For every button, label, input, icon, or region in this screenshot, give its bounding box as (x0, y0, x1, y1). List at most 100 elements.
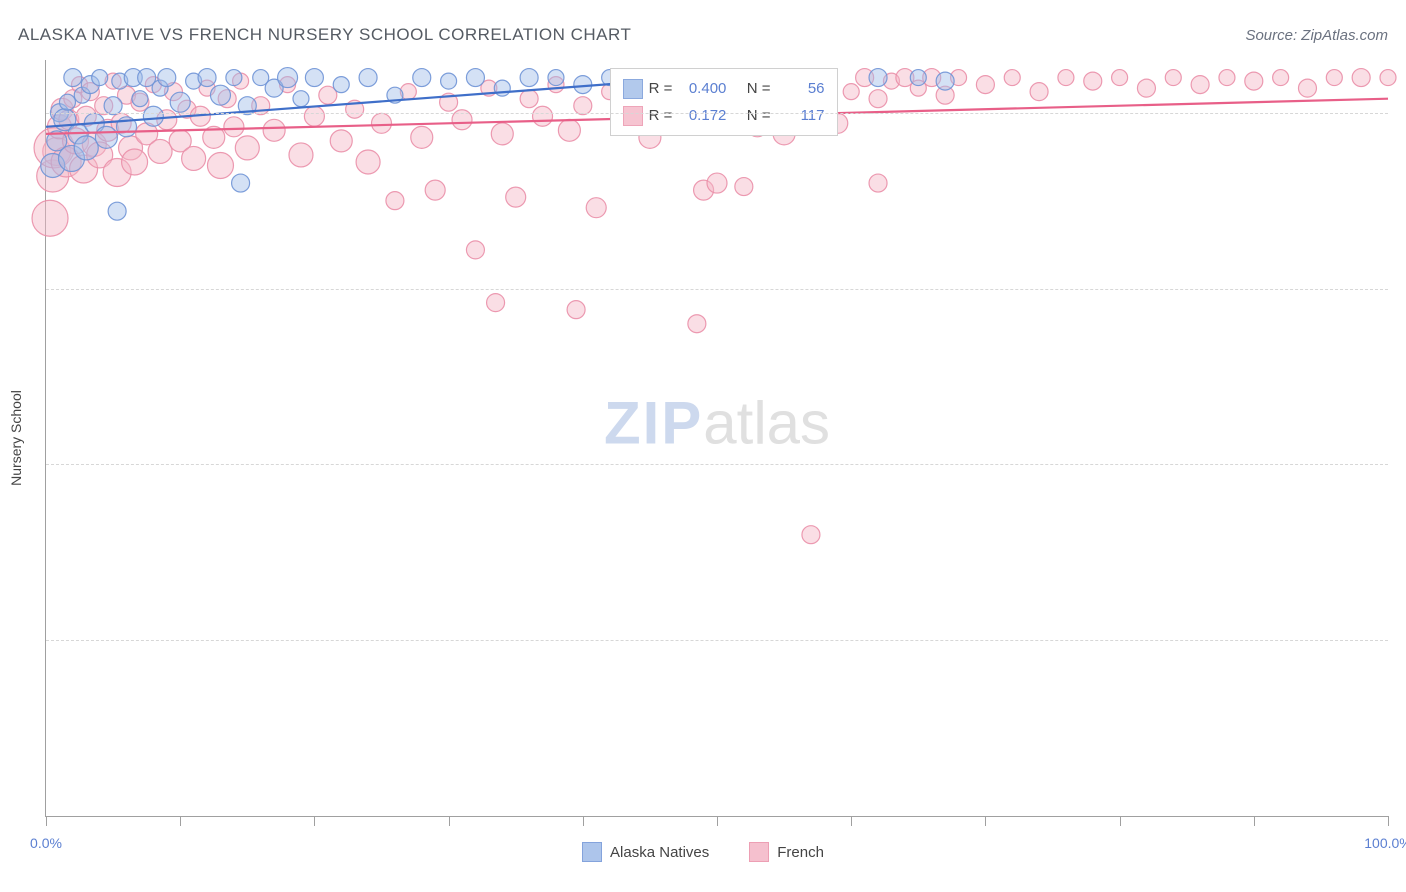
data-point (1112, 70, 1128, 86)
chart-container: ALASKA NATIVE VS FRENCH NURSERY SCHOOL C… (0, 0, 1406, 892)
data-point (305, 69, 323, 87)
legend-row: R =0.400 N =56 (623, 75, 825, 102)
data-point (487, 294, 505, 312)
data-point (182, 146, 206, 170)
legend-n-label: N = (747, 75, 771, 102)
data-point (143, 106, 163, 126)
data-point (533, 106, 553, 126)
data-point (441, 73, 457, 89)
data-point (1352, 69, 1370, 87)
data-point (491, 123, 513, 145)
data-point (567, 301, 585, 319)
chart-title: ALASKA NATIVE VS FRENCH NURSERY SCHOOL C… (18, 25, 631, 45)
data-point (1030, 83, 1048, 101)
y-tick-label: 95.0% (1398, 281, 1406, 297)
legend-n-value: 117 (777, 102, 825, 129)
stats-legend: R =0.400 N =56R =0.172 N =117 (610, 68, 838, 136)
data-point (226, 70, 242, 86)
x-tick (1254, 816, 1255, 826)
data-point (506, 187, 526, 207)
legend-swatch (623, 106, 643, 126)
x-tick (583, 816, 584, 826)
data-point (122, 149, 148, 175)
grid-line (46, 113, 1388, 114)
data-point (425, 180, 445, 200)
legend-r-label: R = (649, 102, 673, 129)
legend-r-value: 0.172 (678, 102, 726, 129)
legend-swatch (582, 842, 602, 862)
data-point (92, 70, 108, 86)
data-point (520, 69, 538, 87)
data-point (210, 85, 230, 105)
x-tick (717, 816, 718, 826)
data-point (235, 136, 259, 160)
data-point (74, 136, 98, 160)
legend-swatch (749, 842, 769, 862)
legend-r-label: R = (649, 75, 673, 102)
data-point (304, 106, 324, 126)
data-point (1137, 79, 1155, 97)
data-point (869, 69, 887, 87)
data-point (586, 198, 606, 218)
chart-source: Source: ZipAtlas.com (1245, 27, 1388, 44)
data-point (32, 200, 68, 236)
legend-r-value: 0.400 (678, 75, 726, 102)
y-axis-label: Nursery School (8, 390, 24, 486)
y-tick-label: 85.0% (1398, 632, 1406, 648)
chart-header: ALASKA NATIVE VS FRENCH NURSERY SCHOOL C… (18, 25, 1388, 45)
data-point (466, 69, 484, 87)
data-point (843, 84, 859, 100)
data-point (359, 69, 377, 87)
data-point (1273, 70, 1289, 86)
bottom-legend-item: French (749, 842, 824, 862)
x-tick (985, 816, 986, 826)
y-tick-label: 100.0% (1398, 105, 1406, 121)
data-point (333, 77, 349, 93)
legend-n-label: N = (747, 102, 771, 129)
legend-series-name: Alaska Natives (610, 844, 709, 861)
data-point (278, 68, 298, 88)
data-point (869, 174, 887, 192)
data-point (558, 119, 580, 141)
data-point (520, 90, 538, 108)
x-tick (1120, 816, 1121, 826)
bottom-legend: Alaska Natives French (0, 842, 1406, 862)
x-tick (180, 816, 181, 826)
data-point (330, 130, 352, 152)
data-point (372, 113, 392, 133)
data-point (59, 94, 75, 110)
x-tick (1388, 816, 1389, 826)
data-point (207, 152, 233, 178)
data-point (263, 119, 285, 141)
x-tick (851, 816, 852, 826)
data-point (869, 90, 887, 108)
data-point (198, 69, 216, 87)
plot-area: Nursery School ZIPatlas R =0.400 N =56R … (45, 60, 1388, 817)
grid-line (46, 640, 1388, 641)
data-point (413, 69, 431, 87)
data-point (936, 72, 954, 90)
data-point (1380, 70, 1396, 86)
data-point (132, 91, 148, 107)
data-point (232, 174, 250, 192)
data-point (1084, 72, 1102, 90)
data-point (1191, 76, 1209, 94)
x-tick (46, 816, 47, 826)
data-point (289, 143, 313, 167)
data-point (1058, 70, 1074, 86)
data-point (1004, 70, 1020, 86)
data-point (910, 70, 926, 86)
data-point (1165, 70, 1181, 86)
x-tick (314, 816, 315, 826)
data-point (707, 173, 727, 193)
data-point (1298, 79, 1316, 97)
data-point (356, 150, 380, 174)
legend-row: R =0.172 N =117 (623, 102, 825, 129)
data-point (1326, 70, 1342, 86)
data-point (411, 126, 433, 148)
data-point (158, 69, 176, 87)
data-point (548, 70, 564, 86)
bottom-legend-item: Alaska Natives (582, 842, 709, 862)
y-tick-label: 90.0% (1398, 456, 1406, 472)
grid-line (46, 464, 1388, 465)
